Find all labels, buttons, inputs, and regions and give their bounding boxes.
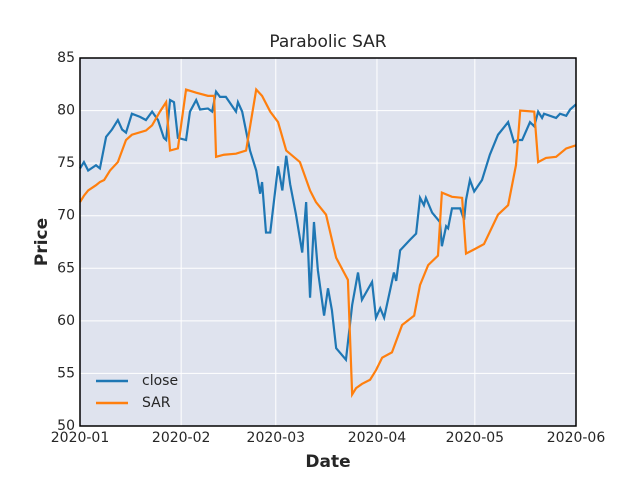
plot-frame — [79, 57, 577, 427]
y-tick-label: 50 — [57, 418, 75, 434]
x-axis-label: Date — [305, 452, 350, 472]
x-tick-label: 2020-01 — [51, 430, 110, 446]
y-axis-label: Price — [32, 218, 52, 266]
series-line — [79, 89, 577, 363]
y-tick-label: 80 — [57, 103, 75, 119]
x-tick-label: 2020-04 — [348, 430, 407, 446]
x-tick-label: 2020-02 — [152, 430, 211, 446]
x-tick-label: 2020-05 — [446, 430, 505, 446]
y-tick-label: 85 — [57, 50, 75, 66]
y-tick-label: 65 — [57, 260, 75, 276]
y-tick-label: 70 — [57, 208, 75, 224]
legend-label: SAR — [142, 395, 171, 411]
x-tick-label: 2020-03 — [247, 430, 306, 446]
plot-area — [80, 58, 576, 426]
y-tick-label: 60 — [57, 313, 75, 329]
chart-title: Parabolic SAR — [269, 32, 386, 52]
legend-label: close — [142, 373, 178, 389]
y-tick-label: 75 — [57, 155, 75, 171]
y-tick-label: 55 — [57, 365, 75, 381]
x-tick-label: 2020-06 — [547, 430, 606, 446]
series-line — [79, 87, 577, 399]
